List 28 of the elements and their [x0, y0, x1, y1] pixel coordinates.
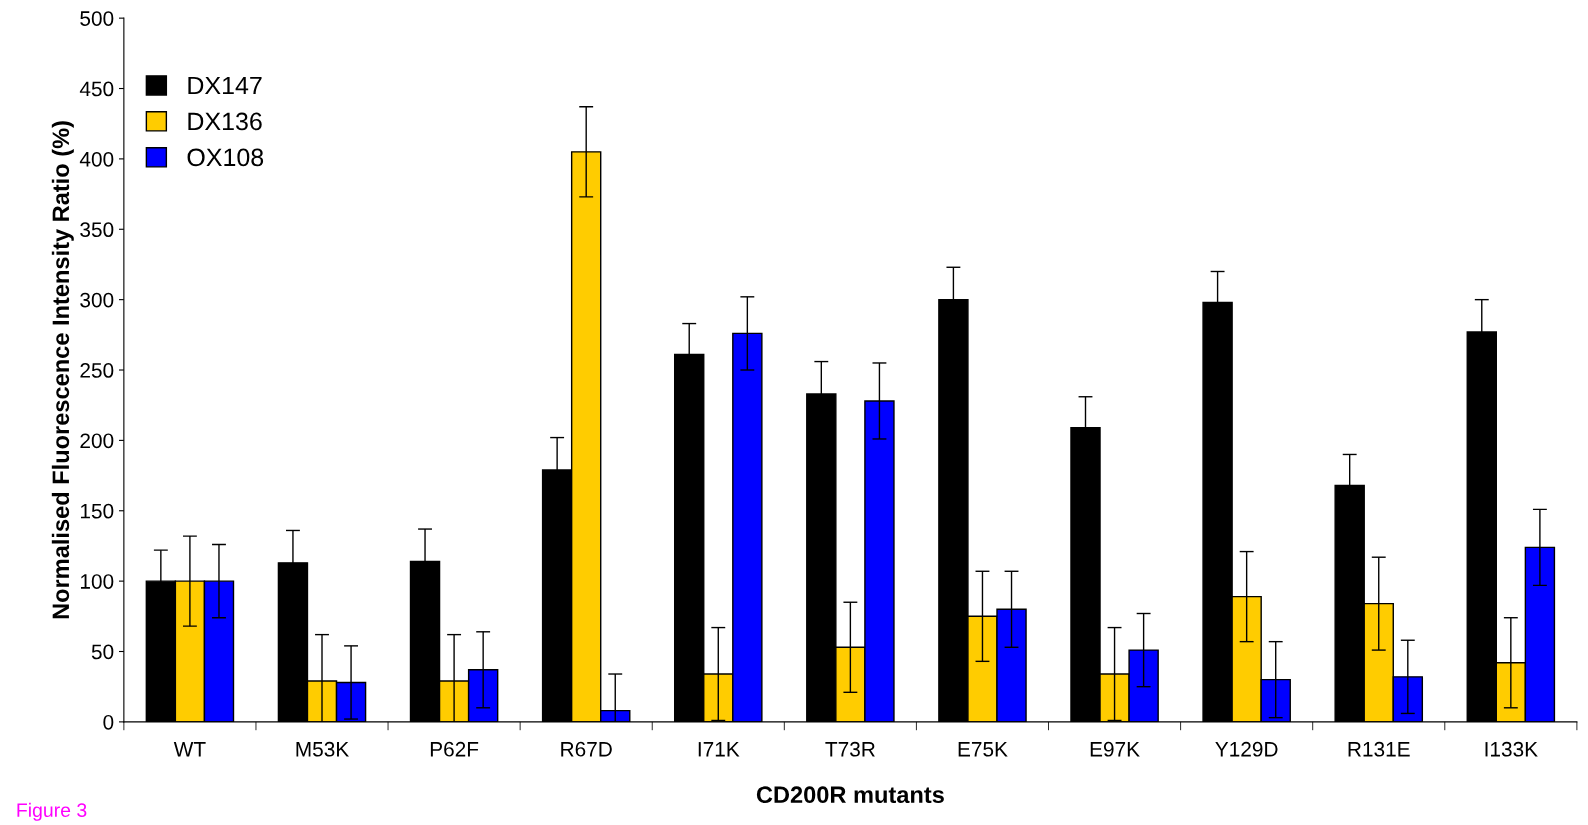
x-tick-label: I133K — [1485, 741, 1538, 757]
y-tick-label: 450 — [79, 81, 114, 97]
y-axis-title: Normalised Fluorescence Intensity Ratio (%) — [51, 121, 74, 619]
legend-label: DX147 — [188, 76, 262, 95]
legend-label: DX136 — [188, 112, 262, 131]
x-tick-label: P62F — [430, 741, 479, 757]
x-tick-label: E97K — [1090, 741, 1140, 757]
y-tick-label: 300 — [80, 292, 114, 308]
y-tick-label: 200 — [80, 433, 114, 449]
legend-label: OX108 — [187, 148, 264, 167]
x-tick-label: E75K — [958, 742, 1008, 757]
x-tick-label: I71K — [698, 742, 740, 757]
x-tick-label: R131E — [1348, 741, 1410, 757]
caption: Figure 3 — [17, 802, 87, 821]
y-tick-label: 250 — [80, 363, 114, 378]
x-tick-label: R67D — [561, 741, 612, 757]
x-tick-label: T73R — [825, 741, 875, 757]
x-tick-label: M53K — [296, 741, 349, 757]
y-tick-label: 50 — [91, 644, 114, 660]
y-tick-label: 400 — [79, 151, 114, 167]
y-tick-label: 350 — [80, 222, 114, 238]
x-tick-label: Y129D — [1215, 741, 1278, 757]
y-tick-label: 150 — [80, 503, 114, 519]
y-tick-label: 0 — [103, 714, 114, 730]
x-tick-label: WT — [173, 742, 206, 757]
y-tick-label: 100 — [80, 574, 114, 589]
y-tick-label: 500 — [80, 11, 114, 26]
x-axis-title: CD200R mutants — [756, 786, 944, 804]
